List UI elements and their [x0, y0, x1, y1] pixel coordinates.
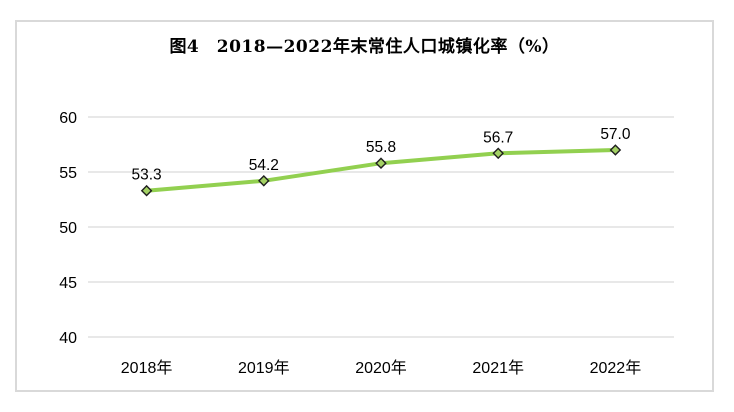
y-axis-tick-label: 50 — [59, 220, 77, 237]
x-axis-tick-label: 2021年 — [472, 359, 524, 377]
line-chart: 40 45 50 55 60 2018年 2019年 2020年 2021年 2022年 53.3 5… — [59, 110, 674, 377]
chart-frame: 图4 2018—2022年末常住人口城镇化率（%） 40 45 50 55 60 2018… — [15, 20, 714, 392]
data-point-label: 55.8 — [366, 139, 396, 156]
y-axis-tick-label: 40 — [59, 330, 77, 347]
y-axis-tick-label: 45 — [59, 275, 77, 292]
data-point-marker — [609, 144, 622, 156]
data-point-label: 54.2 — [249, 157, 279, 174]
data-point-marker — [258, 175, 270, 187]
data-point-label: 53.3 — [132, 167, 162, 184]
data-point-label: 56.7 — [483, 129, 513, 146]
y-axis-tick-label: 60 — [59, 110, 77, 127]
x-axis-tick-label: 2020年 — [355, 359, 407, 377]
data-point-marker — [140, 184, 153, 197]
data-point-marker — [492, 147, 504, 160]
x-axis-tick-label: 2022年 — [590, 359, 642, 377]
y-axis-tick-label: 55 — [59, 165, 77, 182]
data-point-marker — [375, 157, 387, 169]
x-axis-tick-label: 2019年 — [238, 359, 290, 377]
chart-title: 图4 2018—2022年末常住人口城镇化率（%） — [169, 37, 560, 57]
x-axis-tick-label: 2018年 — [121, 359, 173, 377]
data-point-label: 57.0 — [600, 126, 631, 143]
